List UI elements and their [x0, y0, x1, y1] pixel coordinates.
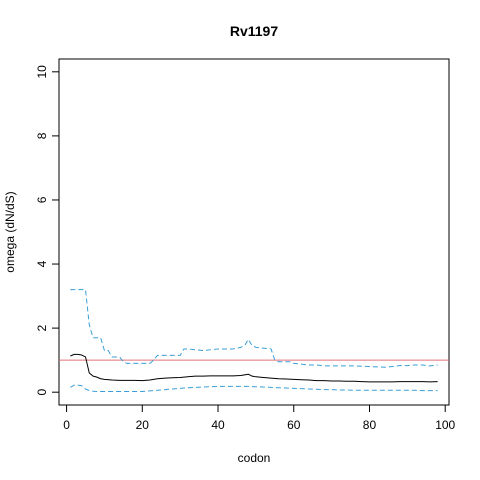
x-tick-label: 60 — [287, 418, 301, 432]
y-tick-label: 6 — [35, 196, 49, 203]
series-line-upper_bound — [70, 289, 438, 368]
plot-frame — [58, 58, 450, 406]
y-tick-label: 10 — [35, 65, 49, 79]
x-tick-label: 100 — [435, 418, 455, 432]
y-axis: 0 2 4 6 8 10 — [35, 65, 60, 396]
x-tick-label: 20 — [136, 418, 150, 432]
x-axis: 0 20 40 60 80 100 — [63, 404, 456, 432]
series-line-lower_bound — [70, 384, 438, 393]
y-tick-label: 4 — [35, 260, 49, 267]
x-tick-label: 80 — [363, 418, 377, 432]
y-tick-label: 0 — [35, 389, 49, 396]
series-layer — [70, 289, 438, 393]
y-axis-label: omega (dN/dS) — [3, 191, 17, 272]
x-tick-label: 40 — [211, 418, 225, 432]
chart-title: Rv1197 — [230, 23, 278, 39]
x-tick-label: 0 — [63, 418, 70, 432]
y-tick-label: 2 — [35, 324, 49, 331]
series-line-estimate — [70, 353, 438, 383]
x-axis-label: codon — [238, 451, 271, 465]
y-tick-label: 8 — [35, 132, 49, 139]
